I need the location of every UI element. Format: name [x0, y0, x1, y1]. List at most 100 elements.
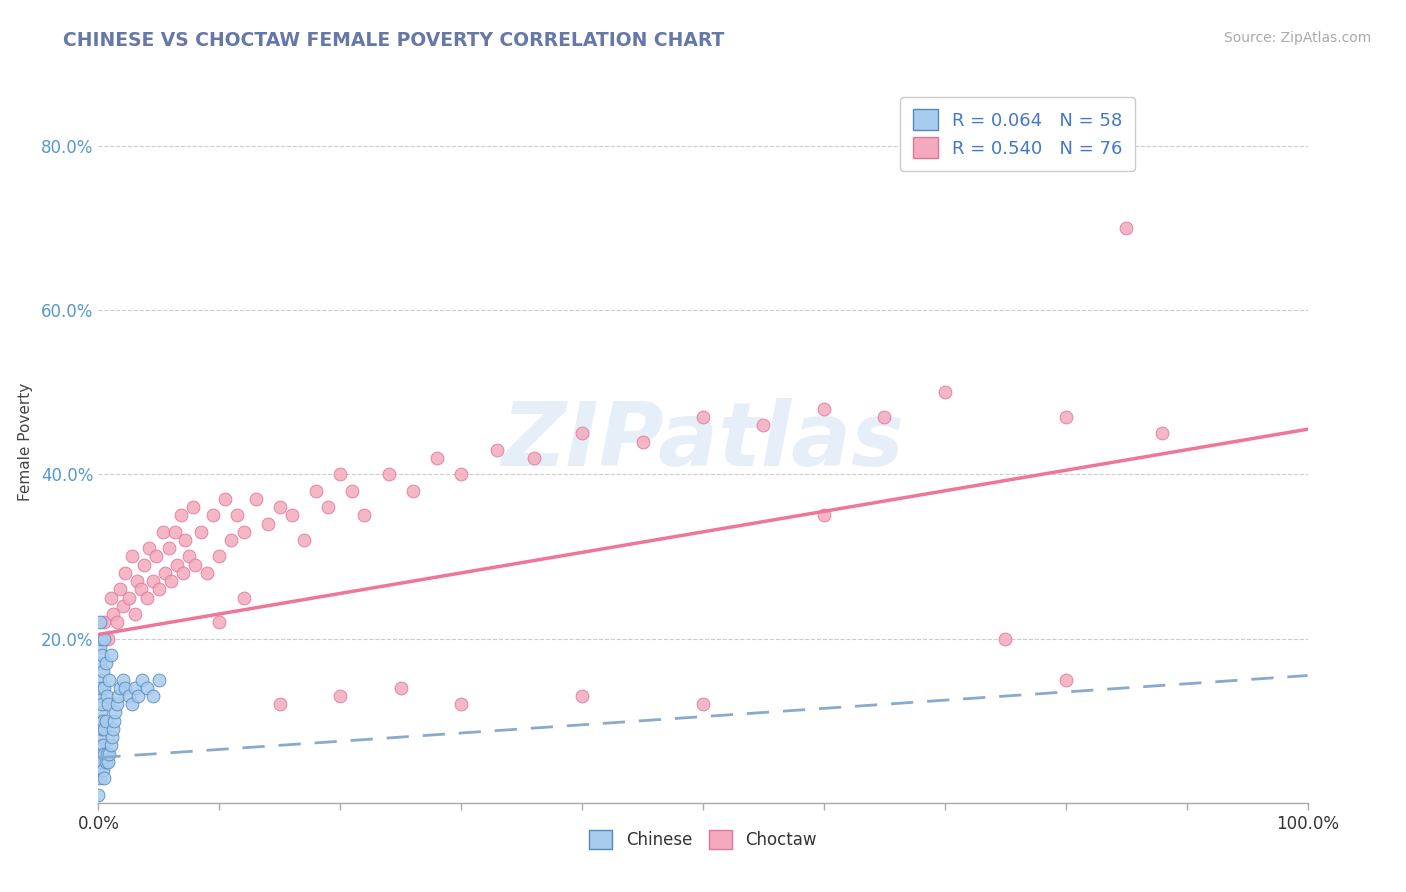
Point — [221, 533, 243, 547]
Point — [90, 730, 112, 744]
Point — [305, 483, 328, 498]
Point — [190, 524, 212, 539]
Point — [90, 763, 112, 777]
Point — [269, 698, 291, 712]
Point — [813, 508, 835, 523]
Point — [208, 549, 231, 564]
Point — [174, 533, 197, 547]
Point — [214, 491, 236, 506]
Point — [153, 566, 176, 580]
Point — [232, 591, 254, 605]
Point — [486, 442, 509, 457]
Point — [89, 722, 111, 736]
Point — [96, 747, 118, 761]
Point — [152, 524, 174, 539]
Point — [195, 566, 218, 580]
Point — [402, 483, 425, 498]
Point — [631, 434, 654, 449]
Point — [934, 385, 956, 400]
Point — [87, 788, 110, 802]
Point — [127, 689, 149, 703]
Point — [138, 541, 160, 556]
Point — [148, 673, 170, 687]
Point — [90, 706, 112, 720]
Point — [121, 698, 143, 712]
Point — [142, 689, 165, 703]
Point — [93, 771, 115, 785]
Point — [157, 541, 180, 556]
Point — [90, 747, 112, 761]
Point — [101, 607, 124, 621]
Point — [98, 673, 121, 687]
Point — [97, 698, 120, 712]
Point — [91, 755, 114, 769]
Point — [105, 615, 128, 630]
Point — [169, 508, 191, 523]
Point — [91, 722, 114, 736]
Point — [202, 508, 225, 523]
Point — [329, 689, 352, 703]
Point — [100, 648, 122, 662]
Point — [93, 632, 115, 646]
Point — [129, 582, 152, 597]
Point — [353, 508, 375, 523]
Point — [752, 418, 775, 433]
Point — [97, 755, 120, 769]
Point — [91, 739, 114, 753]
Point — [571, 689, 593, 703]
Point — [90, 681, 112, 695]
Point — [101, 722, 124, 736]
Point — [145, 549, 167, 564]
Point — [111, 599, 134, 613]
Text: Source: ZipAtlas.com: Source: ZipAtlas.com — [1223, 31, 1371, 45]
Point — [342, 483, 364, 498]
Point — [179, 549, 201, 564]
Point — [1152, 426, 1174, 441]
Point — [91, 714, 114, 728]
Point — [107, 689, 129, 703]
Point — [692, 698, 714, 712]
Point — [100, 739, 122, 753]
Point — [89, 771, 111, 785]
Point — [208, 615, 231, 630]
Point — [269, 500, 291, 515]
Point — [181, 500, 204, 515]
Point — [114, 681, 136, 695]
Point — [111, 673, 134, 687]
Point — [389, 681, 412, 695]
Point — [91, 698, 114, 712]
Point — [135, 591, 157, 605]
Point — [292, 533, 315, 547]
Text: CHINESE VS CHOCTAW FEMALE POVERTY CORRELATION CHART: CHINESE VS CHOCTAW FEMALE POVERTY CORREL… — [63, 31, 724, 50]
Point — [91, 763, 114, 777]
Point — [124, 607, 146, 621]
Point — [90, 632, 112, 646]
Point — [142, 574, 165, 588]
Point — [118, 591, 141, 605]
Point — [105, 698, 128, 712]
Point — [994, 632, 1017, 646]
Point — [134, 558, 156, 572]
Point — [89, 689, 111, 703]
Point — [98, 747, 121, 761]
Point — [89, 657, 111, 671]
Point — [100, 591, 122, 605]
Point — [873, 409, 896, 424]
Point — [93, 722, 115, 736]
Point — [97, 632, 120, 646]
Point — [89, 615, 111, 630]
Point — [118, 689, 141, 703]
Point — [160, 574, 183, 588]
Point — [93, 615, 115, 630]
Point — [1115, 221, 1137, 235]
Point — [184, 558, 207, 572]
Point — [226, 508, 249, 523]
Point — [256, 516, 278, 531]
Point — [281, 508, 304, 523]
Point — [114, 566, 136, 580]
Point — [93, 681, 115, 695]
Point — [100, 730, 122, 744]
Point — [813, 401, 835, 416]
Point — [108, 582, 131, 597]
Point — [89, 714, 111, 728]
